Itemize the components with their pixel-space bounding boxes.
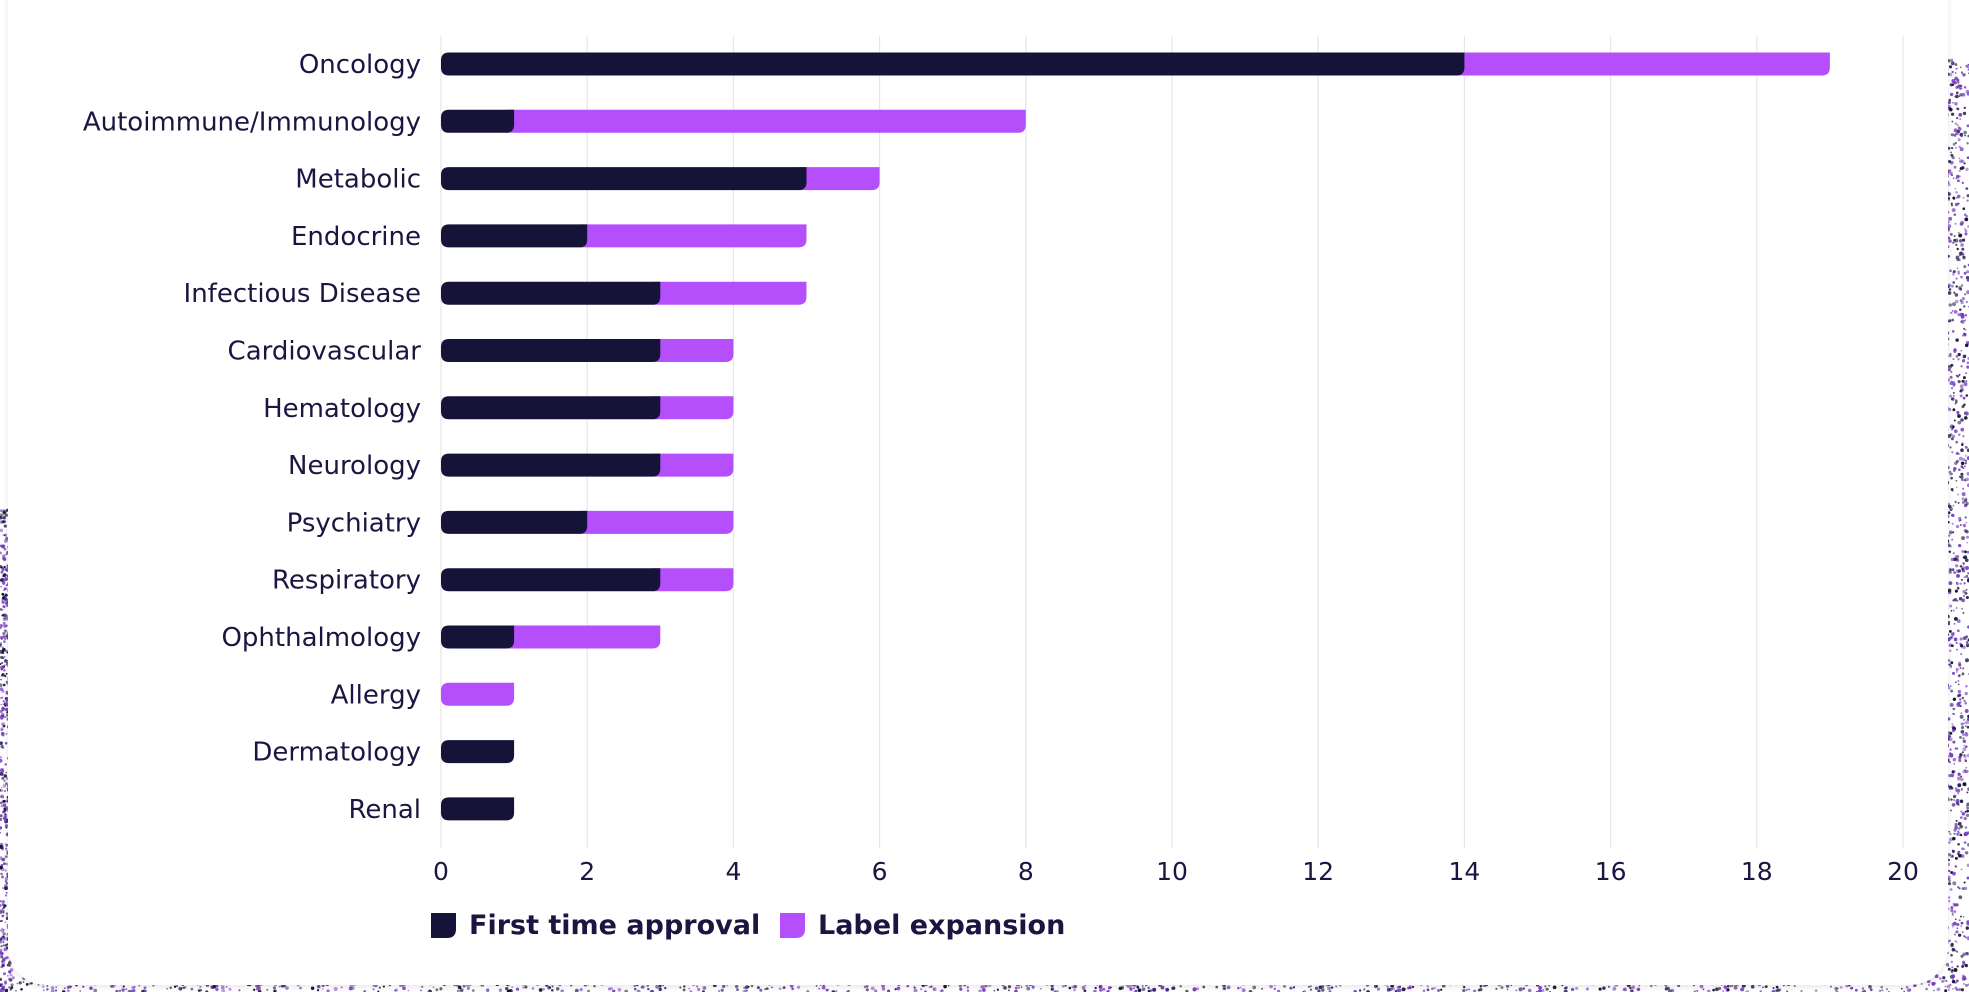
bar-first-time-approval[interactable] [441, 281, 661, 305]
category-label: Endocrine [291, 222, 421, 252]
bar-first-time-approval[interactable] [441, 797, 515, 821]
bar-label-expansion[interactable] [652, 568, 734, 592]
bar-label-expansion[interactable] [1456, 52, 1830, 76]
x-tick-label: 20 [1887, 857, 1919, 886]
legend-swatch-first-time-approval [431, 913, 456, 938]
category-label: Autoimmune/Immunology [83, 107, 421, 137]
category-label: Ophthalmology [221, 623, 421, 653]
bar-first-time-approval[interactable] [441, 740, 515, 764]
category-label: Metabolic [295, 165, 421, 195]
bar-first-time-approval[interactable] [441, 396, 661, 420]
bar-first-time-approval[interactable] [441, 224, 588, 248]
x-tick-label: 14 [1448, 857, 1480, 886]
category-label: Renal [348, 795, 421, 825]
bar-first-time-approval[interactable] [441, 568, 661, 592]
bar-first-time-approval[interactable] [441, 510, 588, 534]
legend-item-label-expansion[interactable]: Label expansion [780, 910, 1065, 941]
bar-label-expansion[interactable] [579, 510, 734, 534]
category-label: Neurology [288, 451, 421, 481]
bar-label-expansion[interactable] [441, 682, 515, 706]
bar-label-expansion[interactable] [579, 224, 807, 248]
bar-label-expansion[interactable] [506, 625, 661, 649]
x-tick-label: 12 [1302, 857, 1334, 886]
legend-label-first-time-approval: First time approval [469, 910, 760, 941]
bar-label-expansion[interactable] [652, 339, 734, 362]
x-tick-label: 0 [433, 857, 449, 886]
bar-first-time-approval[interactable] [441, 453, 661, 477]
bar-label-expansion[interactable] [652, 281, 807, 305]
bar-first-time-approval[interactable] [441, 52, 1465, 76]
x-tick-label: 18 [1741, 857, 1773, 886]
x-tick-label: 4 [725, 857, 741, 886]
bar-label-expansion[interactable] [798, 167, 880, 191]
category-label: Respiratory [272, 566, 421, 596]
x-tick-label: 6 [872, 857, 888, 886]
category-label: Dermatology [252, 738, 421, 768]
x-tick-label: 10 [1156, 857, 1188, 886]
x-tick-label: 2 [579, 857, 595, 886]
category-label: Allergy [331, 680, 421, 710]
category-label: Psychiatry [287, 508, 421, 538]
legend-label-label-expansion: Label expansion [818, 910, 1065, 941]
bar-label-expansion[interactable] [652, 453, 734, 477]
x-axis-ticks: 0 2 4 6 8 10 12 14 16 18 20 [433, 857, 1919, 886]
bar-label-expansion[interactable] [652, 396, 734, 420]
legend-swatch-label-expansion [780, 913, 805, 938]
bars [441, 52, 1830, 821]
gridlines [440, 36, 1904, 848]
x-tick-label: 16 [1595, 857, 1627, 886]
category-label: Hematology [263, 394, 421, 424]
bar-first-time-approval[interactable] [441, 167, 807, 191]
bar-first-time-approval[interactable] [441, 109, 515, 133]
category-label: Infectious Disease [184, 279, 421, 309]
bar-label-expansion[interactable] [506, 109, 1026, 133]
x-tick-label: 8 [1018, 857, 1034, 886]
bar-first-time-approval[interactable] [441, 339, 661, 362]
legend-item-first-time-approval[interactable]: First time approval [431, 910, 760, 941]
category-labels: Oncology Autoimmune/Immunology Metabolic En… [83, 50, 421, 825]
bar-first-time-approval[interactable] [441, 625, 515, 649]
category-label: Oncology [299, 50, 421, 80]
legend: First time approval Label expansion [431, 910, 1065, 941]
chart-card [8, 0, 1948, 985]
category-label: Cardiovascular [228, 337, 422, 367]
